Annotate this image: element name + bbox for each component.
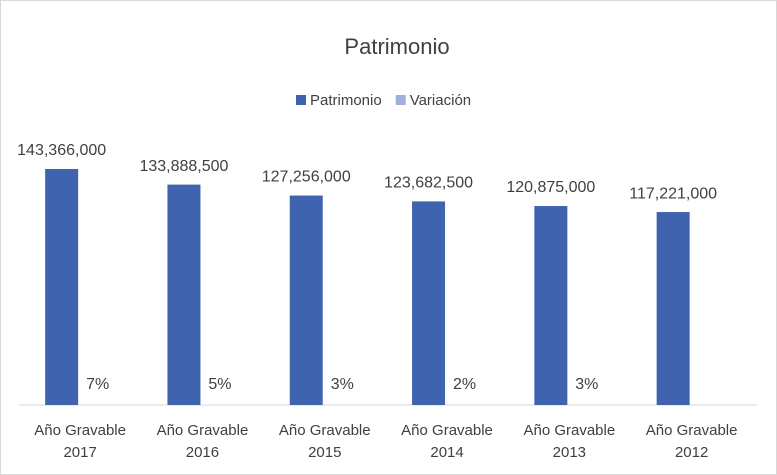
- data-label: 127,256,000: [262, 169, 351, 186]
- data-label: 143,366,000: [17, 142, 106, 159]
- data-label: 133,888,500: [139, 158, 228, 175]
- data-label: 3%: [575, 376, 598, 393]
- data-label: 117,221,000: [629, 185, 717, 202]
- legend-label: Variación: [410, 92, 471, 109]
- x-tick-label: Año Gravable 2012: [645, 422, 738, 461]
- bar: [45, 169, 79, 405]
- data-label: 7%: [86, 376, 109, 393]
- data-label: 120,875,000: [506, 179, 595, 196]
- legend-label: Patrimonio: [310, 92, 382, 109]
- bar: [656, 212, 690, 405]
- legend-swatch: [395, 95, 406, 105]
- bar: [534, 206, 568, 405]
- data-label: 5%: [208, 376, 231, 393]
- legend-swatch: [296, 95, 306, 105]
- chart-title: Patrimonio: [344, 34, 449, 59]
- x-tick-label: Año Gravable 2014: [401, 422, 493, 461]
- data-label: 3%: [331, 376, 354, 393]
- bar: [289, 195, 323, 405]
- x-tick-label: Año Gravable 2016: [156, 422, 249, 461]
- x-tick-label: Año Gravable 2013: [523, 422, 616, 461]
- x-tick-label: Año Gravable 2017: [34, 422, 126, 461]
- bar: [412, 201, 446, 405]
- data-label: 2%: [453, 376, 476, 393]
- data-label: 123,682,500: [384, 175, 473, 192]
- x-tick-label: Año Gravable 2015: [278, 422, 371, 461]
- bar: [167, 184, 201, 405]
